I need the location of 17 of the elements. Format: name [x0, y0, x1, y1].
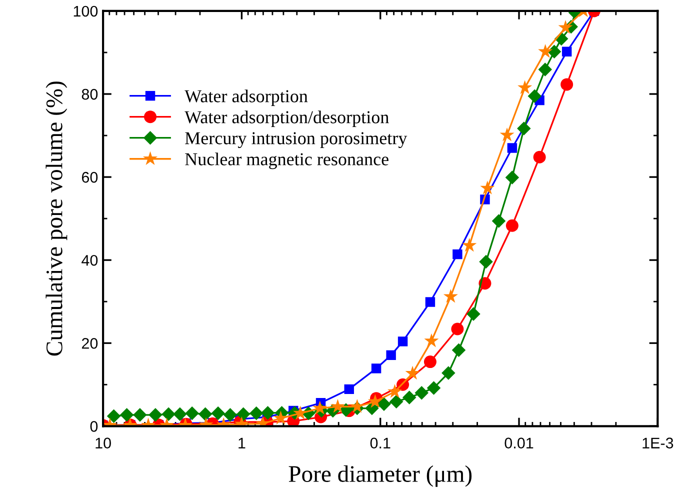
y-tick-label: 60	[82, 172, 98, 183]
x-tick-label: 1E-3	[642, 438, 674, 448]
x-tick-label: 1	[238, 438, 246, 448]
legend-label: Mercury intrusion porosimetry	[185, 132, 408, 148]
y-tick-label: 100	[74, 6, 98, 17]
x-axis-title: Pore diameter (μm)	[288, 465, 472, 487]
y-tick-label: 40	[82, 254, 98, 266]
y-axis-title: Cumulative pore volume (%)	[46, 82, 68, 356]
x-tick-label: 10	[96, 438, 111, 448]
legend-label: Water adsorption/desorption	[184, 110, 389, 127]
x-tick-label: 0.1	[370, 438, 390, 448]
x-tick-label: 0.01	[504, 438, 534, 448]
y-tick-label: 80	[82, 88, 98, 100]
legend-label: Nuclear magnetic resonance	[185, 152, 388, 170]
y-tick-label: 0	[90, 421, 98, 432]
y-tick-label: 20	[82, 338, 98, 349]
legend-label: Water adsorption	[184, 90, 308, 106]
